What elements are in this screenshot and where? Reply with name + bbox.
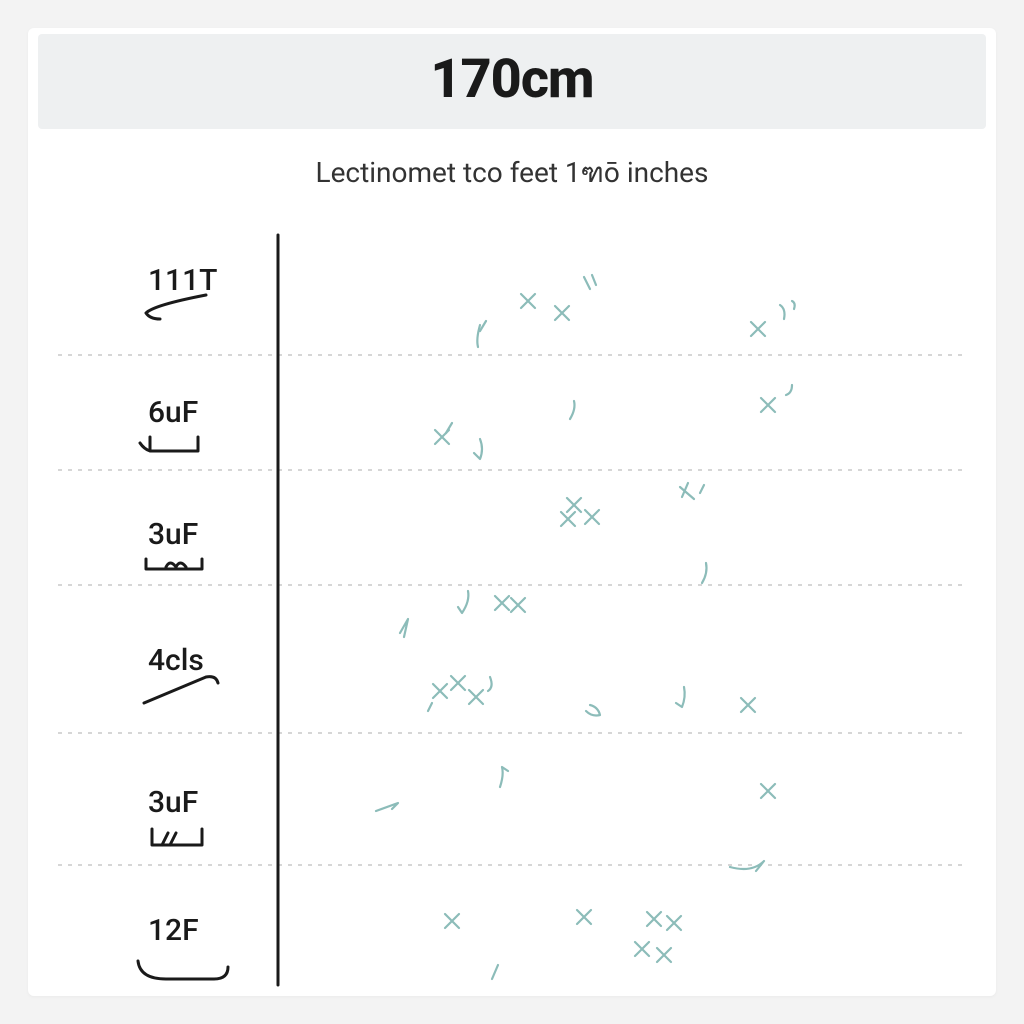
tick-marker — [428, 703, 432, 711]
x-marker — [511, 598, 525, 612]
tick-marker — [400, 619, 408, 637]
x-marker — [577, 910, 591, 924]
page: 170cm Lectinomet tco feet 1ฑō inches 111… — [0, 0, 1024, 1024]
tick-marker — [492, 965, 498, 979]
x-marker — [469, 690, 483, 704]
tick-marker — [700, 485, 704, 493]
tick-marker — [586, 705, 600, 716]
tick-marker — [500, 767, 508, 787]
x-marker — [647, 912, 661, 926]
scatter-marks — [376, 275, 795, 979]
row-icon — [140, 437, 198, 451]
row-icon — [138, 961, 228, 979]
tick-marker — [584, 275, 596, 289]
tick-marker — [488, 677, 492, 691]
x-marker — [585, 510, 599, 524]
x-marker — [657, 948, 671, 962]
row-label: 6uF — [148, 395, 198, 430]
page-title: 170cm — [38, 48, 986, 111]
x-marker — [451, 676, 465, 690]
x-marker — [751, 322, 765, 336]
tick-marker — [786, 385, 792, 395]
x-marker — [561, 512, 575, 526]
x-marker — [667, 916, 681, 930]
plot-svg — [28, 205, 996, 995]
row-label: 3uF — [148, 785, 198, 820]
tick-marker — [376, 803, 398, 811]
subtitle: Lectinomet tco feet 1ฑō inches — [28, 151, 996, 195]
x-marker — [741, 698, 755, 712]
row-label: 3uF — [148, 517, 198, 552]
tick-marker — [480, 321, 486, 331]
x-marker — [761, 398, 775, 412]
tick-marker — [680, 483, 694, 499]
x-marker — [445, 914, 459, 928]
scatter-plot: 111T 6uF 3uF 4cls 3uF 12F — [28, 205, 996, 995]
tick-marker — [477, 325, 480, 347]
x-marker — [433, 684, 447, 698]
row-label: 12F — [148, 913, 199, 948]
row-icon — [144, 677, 218, 703]
tick-marker — [458, 591, 468, 613]
x-marker — [635, 942, 649, 956]
x-marker — [521, 294, 535, 308]
x-marker — [761, 784, 775, 798]
tick-marker — [780, 301, 795, 319]
row-label: 4cls — [148, 643, 204, 678]
row-icon — [146, 559, 202, 569]
row-label: 111T — [148, 263, 217, 298]
header-bar: 170cm — [38, 34, 986, 129]
card: 170cm Lectinomet tco feet 1ฑō inches 111… — [28, 28, 996, 996]
row-icon — [152, 829, 202, 845]
tick-marker — [570, 401, 575, 419]
x-marker — [567, 498, 581, 512]
tick-marker — [730, 861, 764, 871]
tick-marker — [474, 439, 482, 459]
x-marker — [495, 596, 509, 610]
x-marker — [555, 306, 569, 320]
tick-marker — [676, 687, 685, 707]
row-icon — [146, 295, 206, 319]
tick-marker — [702, 563, 707, 583]
